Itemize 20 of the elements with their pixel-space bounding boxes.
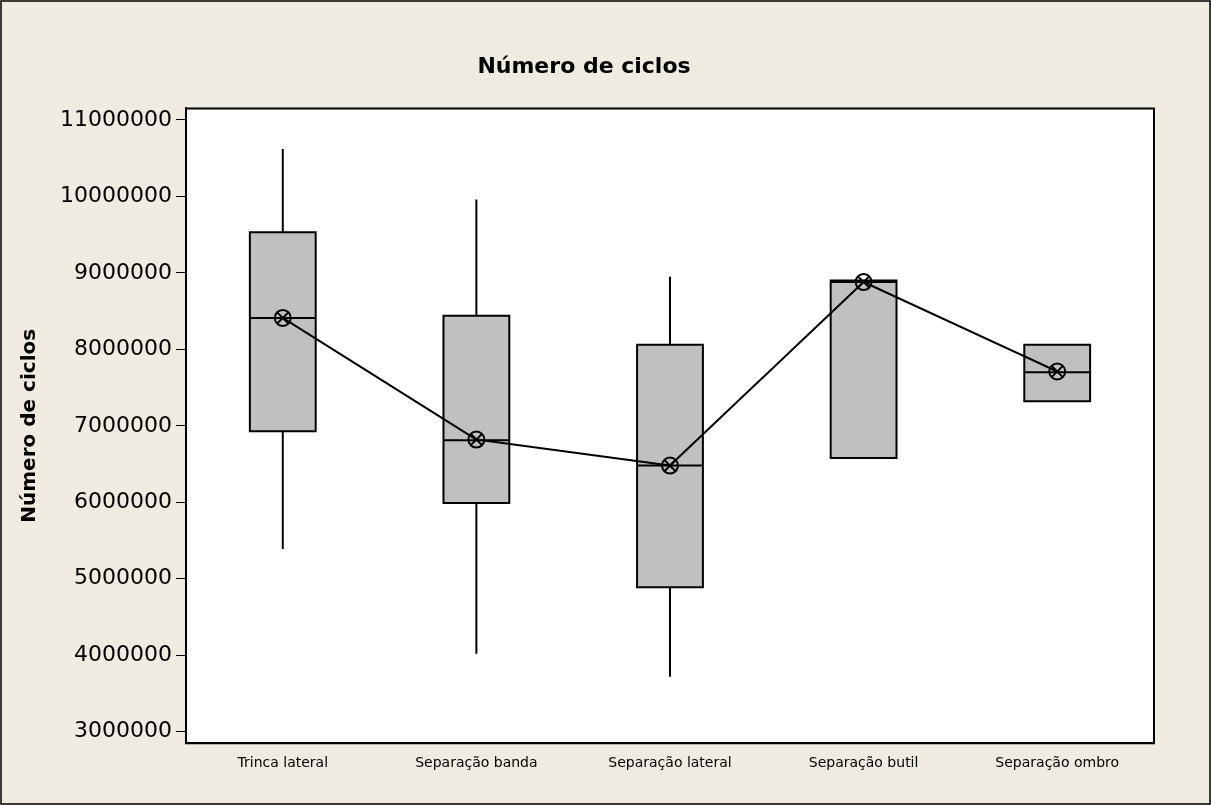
point	[467, 430, 486, 449]
point	[854, 273, 873, 292]
x-tick-label: Trinca lateral	[236, 754, 329, 771]
y-tick-label: 11000000	[59, 105, 172, 131]
chart-title: Número de ciclos	[477, 52, 691, 78]
y-axis-title: Número de ciclos	[16, 328, 41, 523]
y-tick-label: 6000000	[73, 488, 172, 513]
y-tick-label: 3000000	[73, 717, 172, 743]
y-tick-label: 9000000	[73, 258, 172, 284]
x-tick-label: Separação ombro	[995, 754, 1120, 771]
y-tick-label: 4000000	[73, 640, 172, 666]
y-tick-label: 5000000	[73, 564, 172, 590]
x-tick-label: Separação butil	[808, 754, 919, 771]
x-tick-label: Separação lateral	[608, 754, 732, 771]
point	[660, 456, 679, 475]
y-tick-label: 10000000	[59, 182, 172, 208]
y-tick-label: 7000000	[73, 411, 172, 437]
point	[273, 308, 292, 327]
y-tick-label: 8000000	[73, 335, 172, 361]
x-tick-label: Separação banda	[415, 754, 538, 771]
